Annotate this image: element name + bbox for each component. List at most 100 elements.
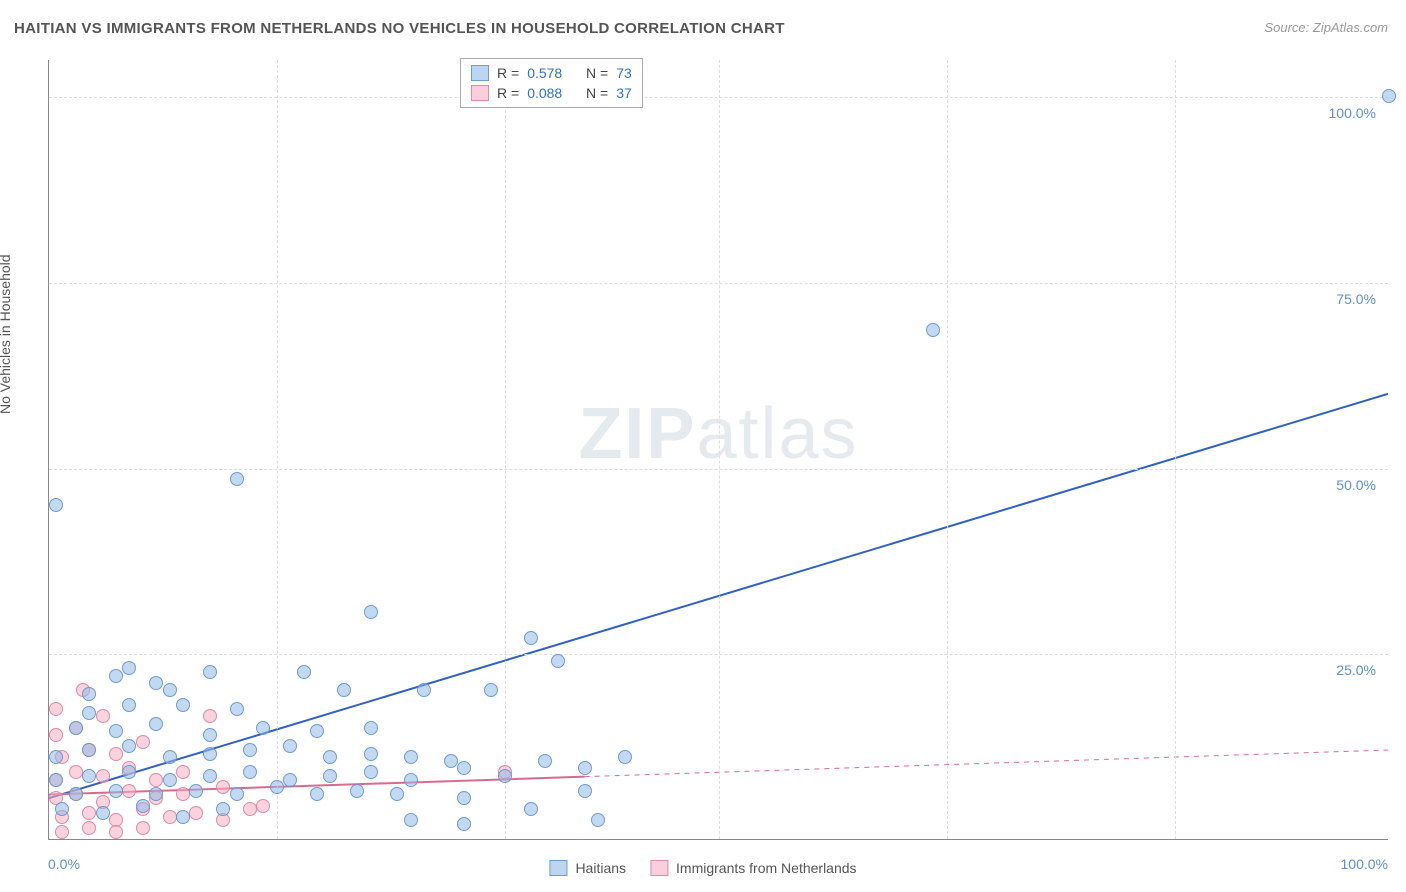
data-point <box>109 825 123 839</box>
data-point <box>498 769 512 783</box>
data-point <box>49 750 63 764</box>
data-point <box>364 765 378 779</box>
data-point <box>524 802 538 816</box>
n-label: N = <box>586 85 608 101</box>
data-point <box>203 769 217 783</box>
data-point <box>82 687 96 701</box>
n-value-haitians: 73 <box>616 65 632 81</box>
data-point <box>457 761 471 775</box>
data-point <box>230 702 244 716</box>
data-point <box>109 724 123 738</box>
x-tick-0: 0.0% <box>48 856 80 872</box>
data-point <box>163 810 177 824</box>
gridline-v <box>505 60 506 839</box>
data-point <box>136 735 150 749</box>
data-point <box>216 780 230 794</box>
data-point <box>49 498 63 512</box>
legend-item-netherlands: Immigrants from Netherlands <box>650 860 857 876</box>
data-point <box>176 810 190 824</box>
data-point <box>189 784 203 798</box>
legend-row-netherlands: R = 0.088 N = 37 <box>471 83 632 103</box>
gridline-v <box>947 60 948 839</box>
data-point <box>96 806 110 820</box>
data-point <box>203 747 217 761</box>
data-point <box>270 780 284 794</box>
data-point <box>96 769 110 783</box>
legend-label-haitians: Haitians <box>575 860 626 876</box>
y-tick-label: 25.0% <box>1336 662 1376 678</box>
swatch-blue-icon <box>471 65 489 81</box>
data-point <box>189 806 203 820</box>
swatch-pink-icon <box>471 85 489 101</box>
gridline-v <box>277 60 278 839</box>
source-attribution: Source: ZipAtlas.com <box>1264 20 1388 35</box>
data-point <box>538 754 552 768</box>
data-point <box>69 787 83 801</box>
data-point <box>96 709 110 723</box>
data-point <box>149 773 163 787</box>
data-point <box>69 765 83 779</box>
plot-area: ZIPatlas 25.0%50.0%75.0%100.0% <box>48 60 1388 840</box>
y-axis-label: No Vehicles in Household <box>0 254 13 414</box>
series-legend: Haitians Immigrants from Netherlands <box>549 860 856 876</box>
data-point <box>149 717 163 731</box>
swatch-pink-icon <box>650 860 668 876</box>
data-point <box>484 683 498 697</box>
data-point <box>364 747 378 761</box>
data-point <box>364 721 378 735</box>
data-point <box>122 698 136 712</box>
data-point <box>457 817 471 831</box>
data-point <box>136 799 150 813</box>
r-value-netherlands: 0.088 <box>527 85 562 101</box>
y-tick-label: 100.0% <box>1329 105 1376 121</box>
data-point <box>524 631 538 645</box>
data-point <box>82 706 96 720</box>
data-point <box>243 743 257 757</box>
data-point <box>49 773 63 787</box>
data-point <box>390 787 404 801</box>
data-point <box>283 739 297 753</box>
data-point <box>122 765 136 779</box>
data-point <box>444 754 458 768</box>
data-point <box>591 813 605 827</box>
data-point <box>310 724 324 738</box>
data-point <box>256 721 270 735</box>
n-label: N = <box>586 65 608 81</box>
data-point <box>230 787 244 801</box>
data-point <box>243 802 257 816</box>
data-point <box>551 654 565 668</box>
y-tick-label: 75.0% <box>1336 291 1376 307</box>
data-point <box>578 784 592 798</box>
data-point <box>109 669 123 683</box>
data-point <box>578 761 592 775</box>
data-point <box>297 665 311 679</box>
data-point <box>256 799 270 813</box>
watermark-part2: atlas <box>696 394 858 474</box>
data-point <box>283 773 297 787</box>
data-point <box>203 709 217 723</box>
data-point <box>404 773 418 787</box>
data-point <box>176 765 190 779</box>
data-point <box>926 323 940 337</box>
data-point <box>337 683 351 697</box>
data-point <box>618 750 632 764</box>
data-point <box>82 769 96 783</box>
data-point <box>163 683 177 697</box>
data-point <box>230 472 244 486</box>
data-point <box>176 787 190 801</box>
trend-line <box>585 750 1388 777</box>
data-point <box>82 806 96 820</box>
data-point <box>1382 89 1396 103</box>
watermark-part1: ZIP <box>578 394 696 474</box>
data-point <box>163 750 177 764</box>
data-point <box>243 765 257 779</box>
r-label: R = <box>497 65 519 81</box>
data-point <box>323 750 337 764</box>
chart-container: HAITIAN VS IMMIGRANTS FROM NETHERLANDS N… <box>0 0 1406 892</box>
correlation-legend: R = 0.578 N = 73 R = 0.088 N = 37 <box>460 58 643 108</box>
data-point <box>417 683 431 697</box>
data-point <box>136 821 150 835</box>
data-point <box>109 747 123 761</box>
data-point <box>49 702 63 716</box>
gridline-v <box>1175 60 1176 839</box>
